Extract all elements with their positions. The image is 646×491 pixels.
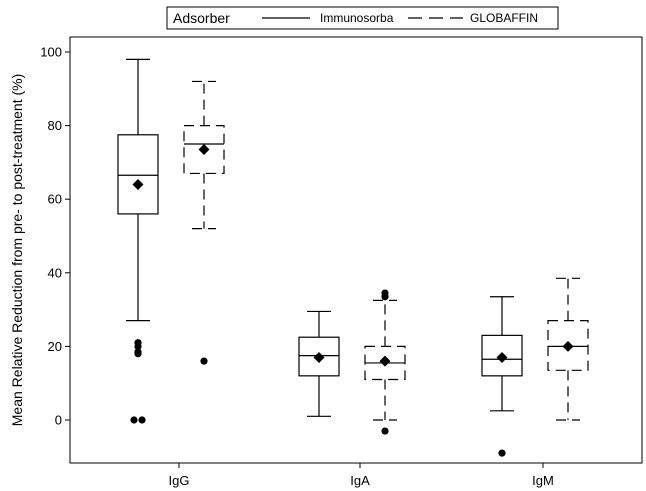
legend-title: Adsorber xyxy=(173,10,230,26)
x-axis: IgG IgA IgM xyxy=(169,463,554,488)
iqr-box xyxy=(117,134,159,215)
x-category-label: IgG xyxy=(169,473,190,488)
iqr-box xyxy=(481,334,523,377)
outlier-point xyxy=(134,350,142,358)
box-globaffin-igm xyxy=(547,277,589,421)
y-tick-label: 100 xyxy=(40,45,62,60)
y-tick-label: 60 xyxy=(48,192,62,207)
mean-marker xyxy=(496,351,508,363)
box-immunosorba-iga xyxy=(298,310,340,417)
mean-marker xyxy=(313,351,325,363)
mean-marker xyxy=(132,178,144,190)
y-axis-title: Mean Relative Reduction from pre- to pos… xyxy=(9,74,25,426)
plot-area-frame xyxy=(69,36,643,464)
box-series-group xyxy=(117,58,589,457)
legend-frame xyxy=(166,6,559,30)
x-category-label: IgM xyxy=(532,473,554,488)
legend-label-immunosorba: Immunosorba xyxy=(320,11,394,25)
outlier-point xyxy=(381,427,389,435)
x-category-label: IgA xyxy=(350,473,370,488)
outlier-point xyxy=(200,357,208,365)
y-axis: 0 20 40 60 80 100 xyxy=(40,45,70,428)
mean-marker xyxy=(198,144,210,156)
outlier-point xyxy=(381,293,389,301)
box-immunosorba-igg xyxy=(117,58,159,424)
outlier-point xyxy=(134,342,142,350)
outlier-point xyxy=(130,416,138,424)
iqr-box xyxy=(183,124,225,175)
legend: Adsorber Immunosorba GLOBAFFIN xyxy=(166,6,559,30)
legend-label-globaffin: GLOBAFFIN xyxy=(470,11,538,25)
iqr-box xyxy=(547,320,589,371)
iqr-box xyxy=(298,336,340,377)
y-tick-label: 0 xyxy=(55,413,62,428)
box-immunosorba-igm xyxy=(481,296,523,457)
box-globaffin-igg xyxy=(183,80,225,365)
y-tick-label: 40 xyxy=(48,265,62,280)
y-tick-label: 80 xyxy=(48,118,62,133)
box-globaffin-iga xyxy=(364,289,406,435)
mean-marker xyxy=(379,355,391,367)
y-tick-label: 20 xyxy=(48,339,62,354)
outlier-point xyxy=(138,416,146,424)
mean-marker xyxy=(562,340,574,352)
outlier-point xyxy=(498,449,506,457)
